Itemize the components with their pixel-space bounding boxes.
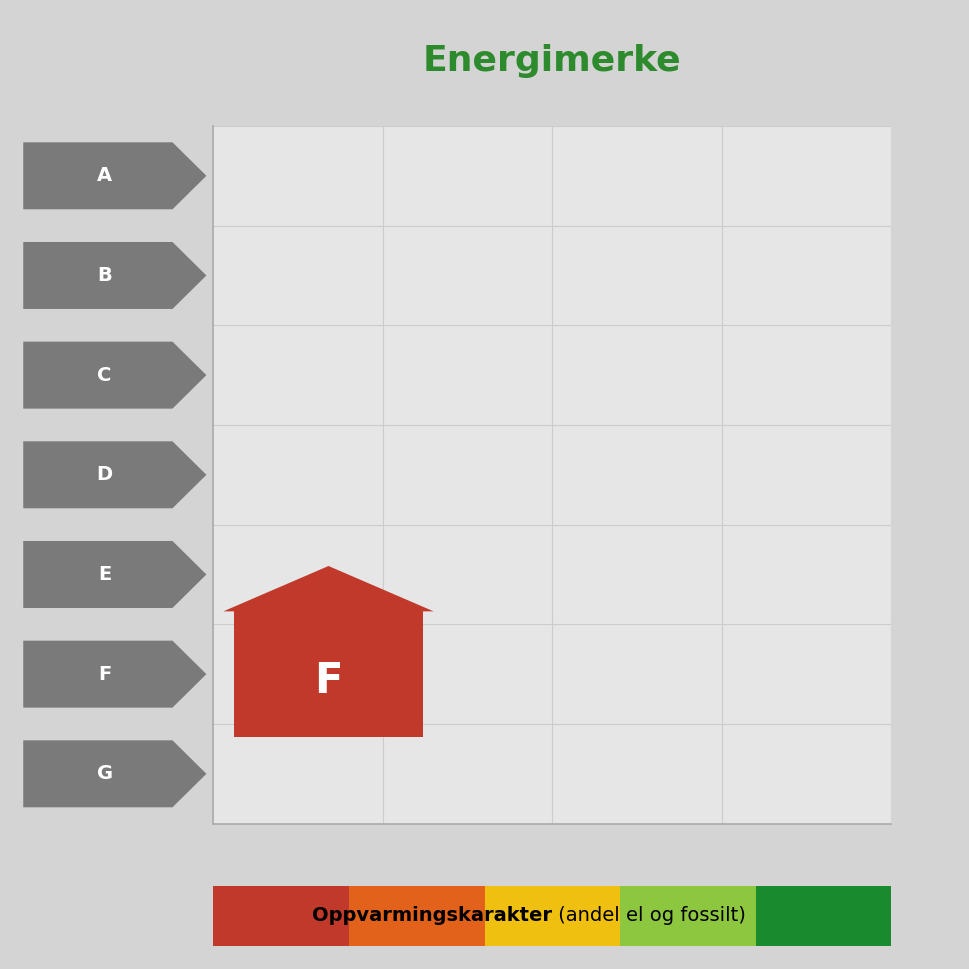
Bar <box>620 887 756 946</box>
Bar <box>756 887 891 946</box>
Text: C: C <box>98 365 111 385</box>
Bar <box>234 611 423 737</box>
Text: G: G <box>97 765 112 783</box>
Polygon shape <box>23 242 206 309</box>
Bar <box>213 887 349 946</box>
Text: F: F <box>98 665 111 684</box>
Polygon shape <box>23 541 206 608</box>
Text: (andel el og fossilt): (andel el og fossilt) <box>552 906 746 925</box>
Bar <box>349 887 484 946</box>
Polygon shape <box>23 740 206 807</box>
Bar <box>484 887 620 946</box>
Text: A: A <box>97 167 112 185</box>
Polygon shape <box>23 342 206 409</box>
Text: Oppvarmingskarakter: Oppvarmingskarakter <box>312 906 552 925</box>
Text: F: F <box>314 660 343 703</box>
Polygon shape <box>23 441 206 509</box>
Polygon shape <box>23 142 206 209</box>
Text: D: D <box>97 465 112 484</box>
Text: Energimerke: Energimerke <box>423 44 681 78</box>
Text: E: E <box>98 565 111 584</box>
Text: B: B <box>97 266 112 285</box>
Polygon shape <box>23 641 206 707</box>
Polygon shape <box>223 566 434 611</box>
